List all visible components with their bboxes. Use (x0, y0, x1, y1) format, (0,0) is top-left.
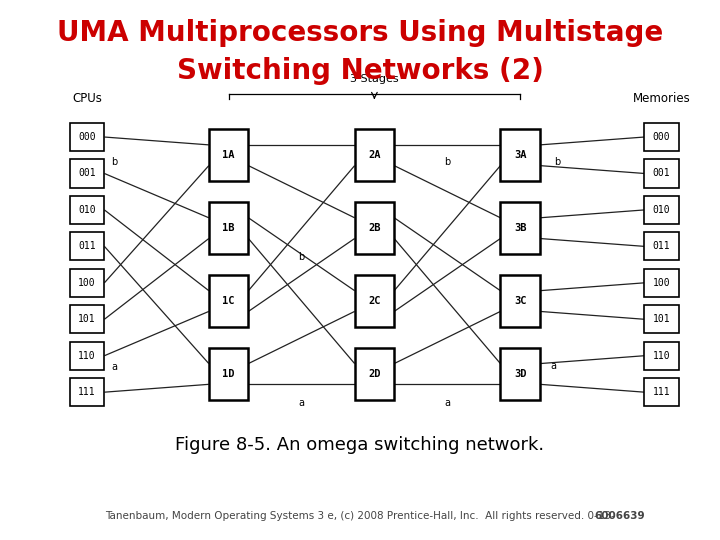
Bar (70, 305, 104, 333)
Bar (70, 196, 104, 224)
Text: 100: 100 (78, 278, 96, 288)
Bar (70, 269, 104, 297)
Text: 1A: 1A (222, 150, 235, 160)
Text: b: b (444, 157, 451, 167)
Text: 101: 101 (653, 314, 670, 325)
Bar (70, 123, 104, 151)
Text: 011: 011 (78, 241, 96, 252)
Bar (355, 202, 395, 254)
Bar (355, 129, 395, 181)
Text: b: b (554, 157, 561, 167)
Text: CPUs: CPUs (72, 92, 102, 105)
Text: UMA Multiprocessors Using Multistage: UMA Multiprocessors Using Multistage (57, 19, 663, 47)
Bar (355, 275, 395, 327)
Bar (70, 378, 104, 406)
Text: a: a (112, 362, 117, 372)
Bar (500, 129, 540, 181)
Text: 3B: 3B (514, 223, 526, 233)
Text: 111: 111 (653, 387, 670, 397)
Text: 000: 000 (78, 132, 96, 142)
Bar (209, 129, 248, 181)
Bar (209, 348, 248, 400)
Text: 3C: 3C (514, 296, 526, 306)
Text: 000: 000 (653, 132, 670, 142)
Text: Switching Networks (2): Switching Networks (2) (176, 57, 544, 85)
Text: 3 Stages: 3 Stages (350, 73, 399, 84)
Bar (644, 305, 679, 333)
Text: a: a (299, 397, 305, 408)
Text: 3A: 3A (514, 150, 526, 160)
Text: 011: 011 (653, 241, 670, 252)
Bar (644, 196, 679, 224)
Text: 110: 110 (78, 350, 96, 361)
Bar (209, 202, 248, 254)
Text: b: b (298, 252, 305, 262)
Bar (355, 348, 395, 400)
Bar (500, 348, 540, 400)
Bar (70, 232, 104, 260)
Bar (644, 232, 679, 260)
Text: 2A: 2A (368, 150, 381, 160)
Bar (644, 123, 679, 151)
Text: a: a (551, 361, 557, 371)
Text: 1B: 1B (222, 223, 235, 233)
Text: 100: 100 (653, 278, 670, 288)
Text: Figure 8-5. An omega switching network.: Figure 8-5. An omega switching network. (176, 436, 544, 455)
Text: a: a (444, 397, 450, 408)
Bar (644, 159, 679, 187)
Bar (500, 275, 540, 327)
Text: 2B: 2B (368, 223, 381, 233)
Bar (644, 342, 679, 370)
Bar (70, 159, 104, 187)
Text: 2C: 2C (368, 296, 381, 306)
Text: 010: 010 (78, 205, 96, 215)
Text: 010: 010 (653, 205, 670, 215)
Text: 1D: 1D (222, 369, 235, 379)
Text: 110: 110 (653, 350, 670, 361)
Text: 111: 111 (78, 387, 96, 397)
Text: 6006639: 6006639 (595, 511, 645, 521)
Text: Memories: Memories (633, 92, 690, 105)
Bar (209, 275, 248, 327)
Bar (644, 269, 679, 297)
Text: 1C: 1C (222, 296, 235, 306)
Text: 2D: 2D (368, 369, 381, 379)
Bar (70, 342, 104, 370)
Text: b: b (112, 157, 118, 167)
Bar (644, 378, 679, 406)
Text: 3D: 3D (514, 369, 526, 379)
Text: Tanenbaum, Modern Operating Systems 3 e, (c) 2008 Prentice-Hall, Inc.  All right: Tanenbaum, Modern Operating Systems 3 e,… (105, 511, 615, 521)
Text: 101: 101 (78, 314, 96, 325)
Bar (500, 202, 540, 254)
Text: 001: 001 (653, 168, 670, 179)
Text: 001: 001 (78, 168, 96, 179)
